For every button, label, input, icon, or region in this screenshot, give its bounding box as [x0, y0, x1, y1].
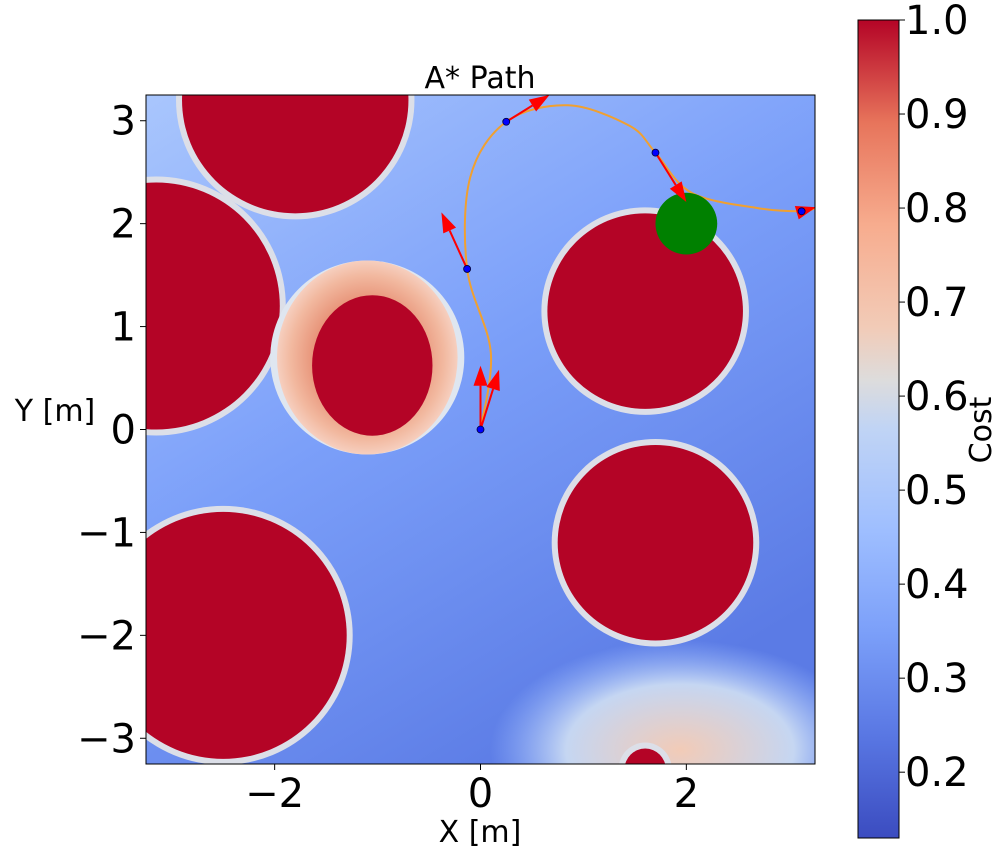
y-tick-label: 0: [111, 408, 136, 454]
heading-arrow: [473, 365, 488, 430]
x-tick-label: −2: [245, 771, 304, 817]
y-axis-label: Y [m]: [14, 394, 96, 429]
colorbar-tick-label: 0.2: [905, 750, 969, 796]
obstacle: [182, 95, 409, 214]
colorbar-tick-label: 0.6: [905, 374, 969, 420]
colorbar-label: Cost: [964, 396, 999, 463]
colorbar-tick-label: 1.0: [905, 0, 969, 44]
astar-path-line: [463, 104, 815, 430]
heading-arrow: [479, 369, 500, 430]
y-tick-label: −2: [77, 613, 136, 659]
colorbar-tick-label: 0.9: [905, 92, 969, 138]
obstacle: [146, 511, 347, 759]
colorbar-ticks: 1.0 0.9 0.8 0.7 0.6 0.5 0.4 0.3 0.2: [899, 0, 969, 796]
waypoint-marker: [797, 207, 806, 216]
waypoint-marker: [463, 265, 472, 273]
x-tick-label: 2: [674, 771, 699, 817]
waypoints-layer: [463, 117, 806, 434]
obstacle-core: [312, 295, 433, 436]
heading-arrow: [654, 152, 687, 203]
y-tick-label: −3: [77, 716, 136, 762]
heading-arrows-layer: [441, 95, 815, 430]
y-tick-label: 2: [111, 202, 136, 248]
waypoint-marker: [502, 117, 511, 126]
obstacle: [146, 182, 280, 430]
waypoint-marker: [476, 425, 485, 434]
chart-title: A* Path: [425, 61, 536, 96]
obstacles-layer: [146, 95, 760, 764]
y-axis-ticks: 3 2 1 0 −1 −2 −3: [77, 99, 146, 762]
y-tick-label: 3: [111, 99, 136, 145]
colorbar: [857, 19, 900, 839]
heading-arrow: [505, 95, 550, 123]
obstacle: [625, 748, 666, 764]
colorbar-tick-label: 0.5: [905, 468, 969, 514]
x-axis-ticks: −2 0 2: [245, 764, 699, 817]
colorbar-tick-label: 0.4: [905, 562, 969, 608]
cost-warm-region: [490, 640, 815, 764]
x-tick-label: 0: [468, 771, 493, 817]
plot-area: [146, 95, 815, 764]
goal-marker: [655, 192, 718, 255]
y-tick-label: 1: [111, 305, 136, 351]
y-tick-label: −1: [77, 510, 136, 556]
colorbar-tick-label: 0.3: [905, 656, 969, 702]
x-axis-label: X [m]: [439, 815, 522, 850]
colorbar-tick-label: 0.8: [905, 186, 969, 232]
obstacle: [557, 444, 754, 641]
waypoint-marker: [651, 148, 660, 157]
colorbar-tick-label: 0.7: [905, 280, 969, 326]
obstacle: [547, 213, 743, 409]
heading-arrow: [441, 212, 469, 270]
